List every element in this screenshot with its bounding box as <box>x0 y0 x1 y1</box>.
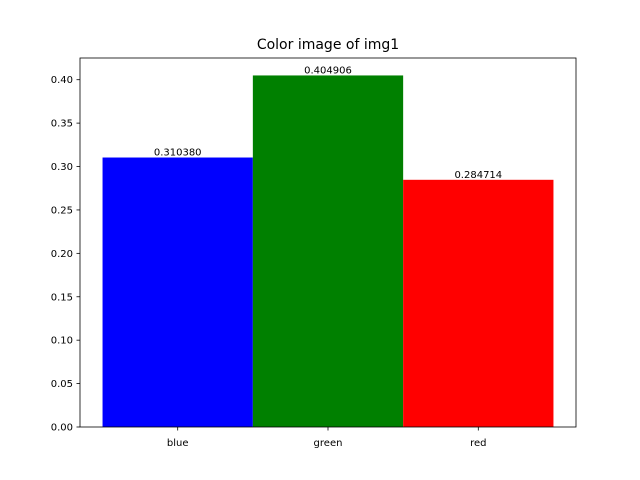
bars-layer <box>102 75 554 427</box>
y-tick-label: 0.10 <box>51 336 73 347</box>
x-tick-label-green: green <box>314 438 343 449</box>
bar-green <box>252 75 404 427</box>
y-tick-label: 0.15 <box>51 292 73 303</box>
data-label-red: 0.284714 <box>454 170 502 181</box>
bar-blue <box>102 157 253 427</box>
chart-title: Color image of img1 <box>257 37 399 53</box>
y-tick-label: 0.00 <box>51 423 73 434</box>
data-label-blue: 0.310380 <box>154 148 202 159</box>
y-tick-label: 0.40 <box>51 75 73 86</box>
y-tick-label: 0.30 <box>51 162 73 173</box>
y-tick-label: 0.25 <box>51 205 73 216</box>
data-label-green: 0.404906 <box>304 65 352 76</box>
y-tick-label: 0.05 <box>51 379 73 390</box>
plot-frame <box>79 57 577 428</box>
y-tick-label: 0.35 <box>51 119 73 130</box>
y-tick-label: 0.20 <box>51 249 73 260</box>
y-axis: 0.00 0.05 0.10 0.15 0.20 0.25 0.30 0.35 0.40 <box>51 75 80 434</box>
x-axis: blue green red <box>167 427 487 449</box>
x-tick-label-red: red <box>470 438 486 449</box>
data-labels-layer: 0.310380 0.404906 0.284714 <box>154 65 502 180</box>
x-tick-label-blue: blue <box>167 438 189 449</box>
bar-red <box>403 179 554 427</box>
